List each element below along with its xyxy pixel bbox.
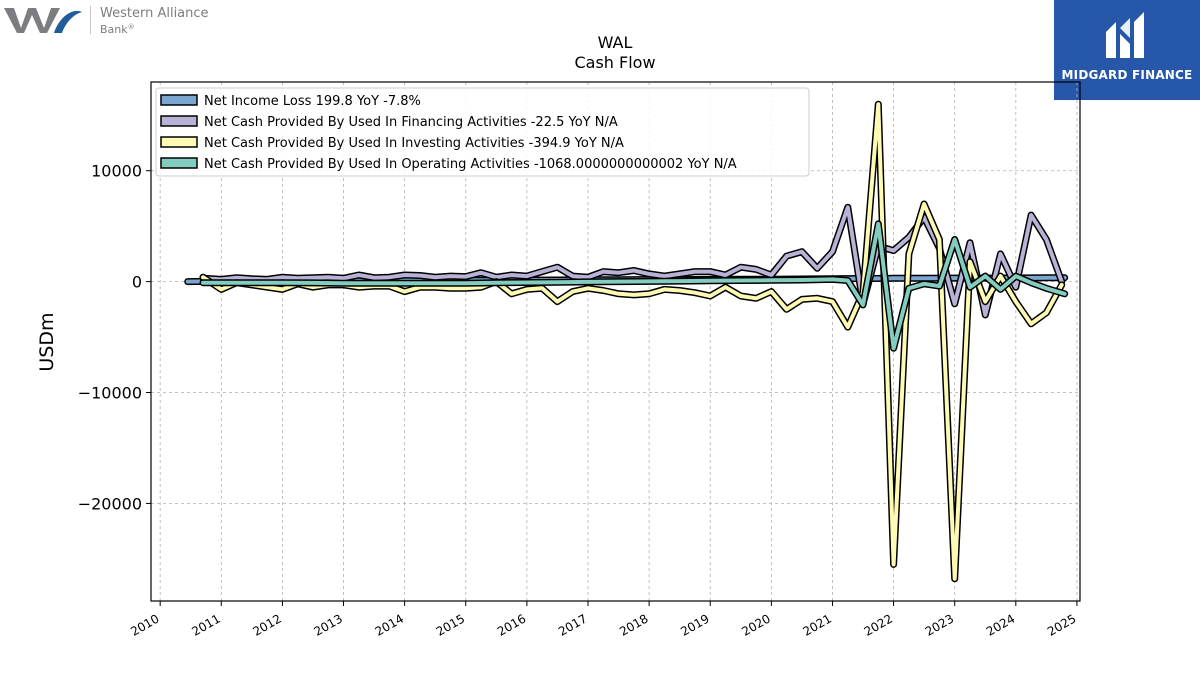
series-3 bbox=[199, 220, 1069, 352]
x-tick-label: 2025 bbox=[1045, 611, 1078, 638]
series-line bbox=[201, 221, 1067, 351]
x-tick-label: 2022 bbox=[862, 611, 895, 638]
legend: Net Income Loss 199.8 YoY -7.8% Net Cash … bbox=[155, 87, 810, 177]
brand-name-line2: Bank® bbox=[100, 23, 135, 36]
y-tick-label: −10000 bbox=[78, 384, 142, 403]
chart-subtitle: Cash Flow bbox=[574, 53, 655, 72]
y-tick-label: 10000 bbox=[91, 162, 142, 181]
x-tick-label: 2011 bbox=[189, 611, 222, 638]
legend-swatch bbox=[160, 136, 198, 148]
badge-label: MIDGARD FINANCE bbox=[1061, 68, 1193, 82]
x-tick-label: 2024 bbox=[984, 611, 1017, 638]
legend-swatch bbox=[160, 94, 198, 106]
x-tick-label: 2016 bbox=[495, 611, 528, 638]
plot-frame bbox=[150, 81, 1081, 602]
legend-swatch bbox=[160, 157, 198, 169]
x-tick-label: 2010 bbox=[128, 611, 161, 638]
x-tick-label: 2018 bbox=[617, 611, 650, 638]
legend-entry: Net Cash Provided By Used In Financing A… bbox=[204, 115, 618, 130]
legend-box bbox=[155, 87, 810, 177]
legend-swatch bbox=[160, 115, 198, 127]
legend-entry: Net Cash Provided By Used In Investing A… bbox=[204, 136, 624, 151]
x-tick-label: 2021 bbox=[801, 611, 834, 638]
x-tick-label: 2020 bbox=[739, 611, 772, 638]
x-tick-label: 2017 bbox=[556, 611, 589, 638]
legend-entry: Net Income Loss 199.8 YoY -7.8% bbox=[204, 94, 421, 109]
y-tick-label: 0 bbox=[132, 273, 142, 292]
x-tick-label: 2023 bbox=[923, 611, 956, 638]
chart-title: WAL bbox=[598, 33, 633, 52]
y-tick-label: −20000 bbox=[78, 494, 142, 513]
legend-entry: Net Cash Provided By Used In Operating A… bbox=[204, 157, 737, 172]
brand-name-line1: Western Alliance bbox=[100, 6, 209, 21]
x-tick-label: 2015 bbox=[434, 611, 467, 638]
midgard-finance-badge: MIDGARD FINANCE bbox=[1054, 0, 1200, 100]
series-lines bbox=[184, 100, 1069, 583]
logo-divider bbox=[90, 6, 91, 34]
x-tick-label: 2019 bbox=[678, 611, 711, 638]
x-tick-label: 2014 bbox=[373, 611, 406, 638]
midgard-logo-icon bbox=[1106, 12, 1144, 58]
western-alliance-logo: Western Alliance Bank® bbox=[4, 6, 209, 36]
x-tick-label: 2012 bbox=[250, 611, 283, 638]
x-tick-label: 2013 bbox=[312, 611, 345, 638]
logo-w-icon bbox=[4, 8, 60, 33]
y-axis-label: USDm bbox=[36, 312, 58, 371]
logo-arc-icon bbox=[54, 10, 82, 33]
